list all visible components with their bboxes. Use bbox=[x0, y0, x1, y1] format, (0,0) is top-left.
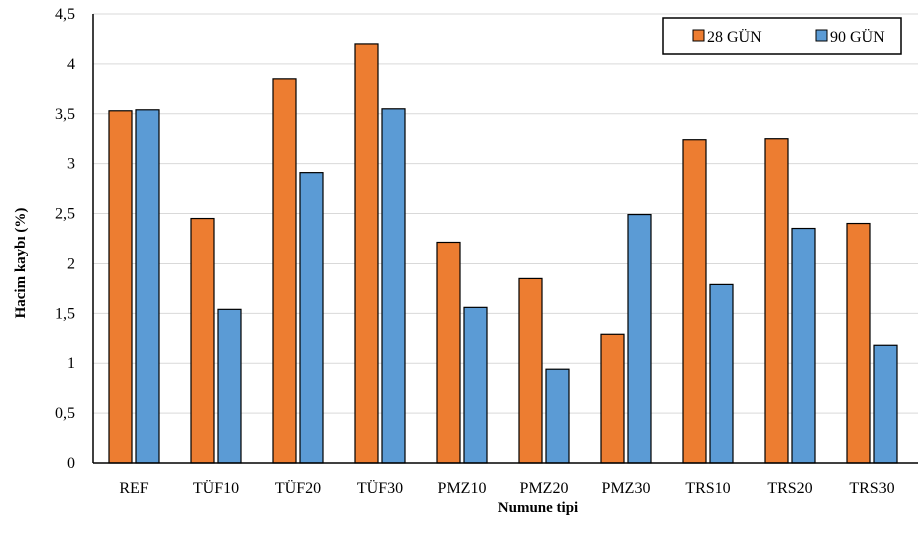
x-tick-label-tuf20: TÜF20 bbox=[275, 479, 321, 497]
bar-pmz20-28-gun bbox=[518, 277, 543, 464]
legend-label-28-gun: 28 GÜN bbox=[707, 28, 762, 46]
x-tick-label-trs10: TRS10 bbox=[685, 480, 730, 497]
bar-trs20-28-gun bbox=[764, 138, 789, 464]
bar-pmz10-90-gun bbox=[463, 306, 488, 464]
x-tick-label-ref: REF bbox=[119, 480, 148, 497]
y-tick-label: 0 bbox=[67, 455, 75, 472]
y-tick-label: 1 bbox=[67, 355, 75, 372]
bar-trs10-90-gun bbox=[709, 283, 734, 464]
bar-pmz30-28-gun bbox=[600, 333, 625, 464]
bar-pmz30-90-gun bbox=[627, 213, 652, 464]
bars bbox=[108, 43, 898, 464]
bar-ref-28-gun bbox=[108, 110, 133, 464]
x-tick-label-pmz30: PMZ30 bbox=[602, 480, 651, 497]
y-tick-label: 1,5 bbox=[55, 305, 75, 322]
legend: 28 GÜN 90 GÜN bbox=[662, 17, 902, 55]
bar-trs30-28-gun bbox=[846, 222, 871, 464]
legend-swatch-90-gun bbox=[815, 29, 828, 42]
x-tick-label-trs30: TRS30 bbox=[849, 480, 894, 497]
bar-tuf10-28-gun bbox=[190, 217, 215, 464]
x-tick-label-pmz20: PMZ20 bbox=[520, 480, 569, 497]
bar-tuf20-28-gun bbox=[272, 78, 297, 464]
x-tick-labels: REF TÜF10 TÜF20 TÜF30 PMZ10 PMZ20 PMZ30 TRS10 TR… bbox=[119, 479, 894, 497]
y-tick-labels: 0 0,5 1 1,5 2 2,5 3 3,5 4 4,5 bbox=[55, 6, 75, 472]
x-tick-label-pmz10: PMZ10 bbox=[438, 480, 487, 497]
y-tick-label: 3 bbox=[67, 156, 75, 173]
y-tick-label: 4,5 bbox=[55, 6, 75, 23]
bar-trs20-90-gun bbox=[791, 227, 816, 464]
x-axis-title: Numune tipi bbox=[498, 500, 578, 516]
y-tick-label: 2,5 bbox=[55, 206, 75, 223]
bar-trs30-90-gun bbox=[873, 344, 898, 464]
bar-trs10-28-gun bbox=[682, 139, 707, 464]
bar-tuf20-90-gun bbox=[299, 172, 324, 464]
bar-tuf10-90-gun bbox=[217, 308, 242, 464]
bar-ref-90-gun bbox=[135, 109, 160, 464]
x-tick-label-tuf30: TÜF30 bbox=[357, 479, 403, 497]
x-tick-label-tuf10: TÜF10 bbox=[193, 479, 239, 497]
y-tick-label: 0,5 bbox=[55, 405, 75, 422]
bar-tuf30-28-gun bbox=[354, 43, 379, 464]
legend-label-90-gun: 90 GÜN bbox=[830, 28, 885, 46]
legend-swatch-28-gun bbox=[692, 29, 705, 42]
bar-pmz10-28-gun bbox=[436, 241, 461, 464]
y-tick-label: 4 bbox=[67, 56, 75, 73]
y-axis-title: Hacim kaybı (%) bbox=[13, 208, 29, 319]
bar-tuf30-90-gun bbox=[381, 108, 406, 464]
bar-pmz20-90-gun bbox=[545, 368, 570, 464]
y-tick-label: 2 bbox=[67, 255, 75, 272]
x-tick-label-trs20: TRS20 bbox=[767, 480, 812, 497]
y-tick-label: 3,5 bbox=[55, 106, 75, 123]
axes bbox=[92, 14, 918, 464]
